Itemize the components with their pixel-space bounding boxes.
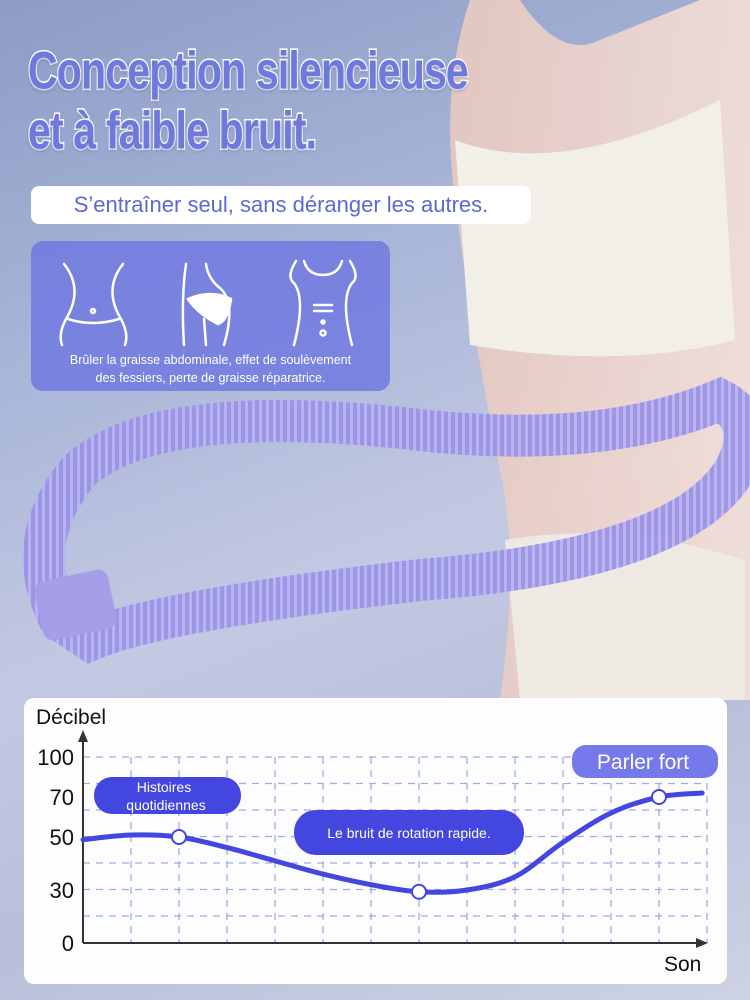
benefits-caption: Brûler la graisse abdominale, effet de s…: [31, 351, 390, 387]
x-axis-arrow: [696, 938, 708, 948]
y-tick-label: 50: [50, 825, 74, 850]
chart-canvas: Décibel Son 0 30 50 70 100 Histoires quotidi…: [36, 706, 718, 976]
annotation-rotation-text: Le bruit de rotation rapide.: [327, 825, 490, 841]
y-tick-label: 0: [62, 931, 74, 956]
waist-icon: [59, 262, 128, 347]
annotation-histoires-line-1: Histoires: [137, 779, 191, 795]
hip-icon: [181, 262, 233, 347]
headline-line-1: Conception silencieuse: [27, 39, 470, 101]
annotation-histoires-line-2: quotidiennes: [126, 797, 205, 813]
subtitle-banner: S’entraîner seul, sans déranger les autr…: [31, 186, 531, 224]
benefits-caption-line-2: des fessiers, perte de graisse réparatri…: [95, 371, 326, 385]
benefits-caption-line-1: Brûler la graisse abdominale, effet de s…: [69, 353, 352, 367]
y-axis-arrow: [78, 730, 88, 742]
y-axis-label: Décibel: [36, 706, 106, 729]
benefits-panel: Brûler la graisse abdominale, effet de s…: [31, 241, 390, 391]
y-tick-label: 100: [37, 745, 74, 770]
x-axis-label: Son: [664, 953, 701, 976]
data-point-marker: [651, 789, 667, 805]
data-point-marker: [171, 829, 187, 845]
data-point-marker: [411, 883, 427, 900]
y-tick-label: 30: [50, 878, 74, 903]
annotation-rotation: Le bruit de rotation rapide.: [294, 810, 524, 855]
annotation-histoires: Histoires quotidiennes: [94, 777, 241, 814]
annotation-parler-fort-text: Parler fort: [597, 751, 689, 774]
headline-line-2: et à faible bruit.: [27, 99, 319, 161]
annotation-parler-fort: Parler fort: [572, 745, 718, 778]
y-tick-label: 70: [50, 785, 74, 810]
decibel-chart: Décibel Son 0 30 50 70 100 Histoires quotidi…: [24, 698, 727, 984]
torso-icon: [289, 259, 357, 347]
